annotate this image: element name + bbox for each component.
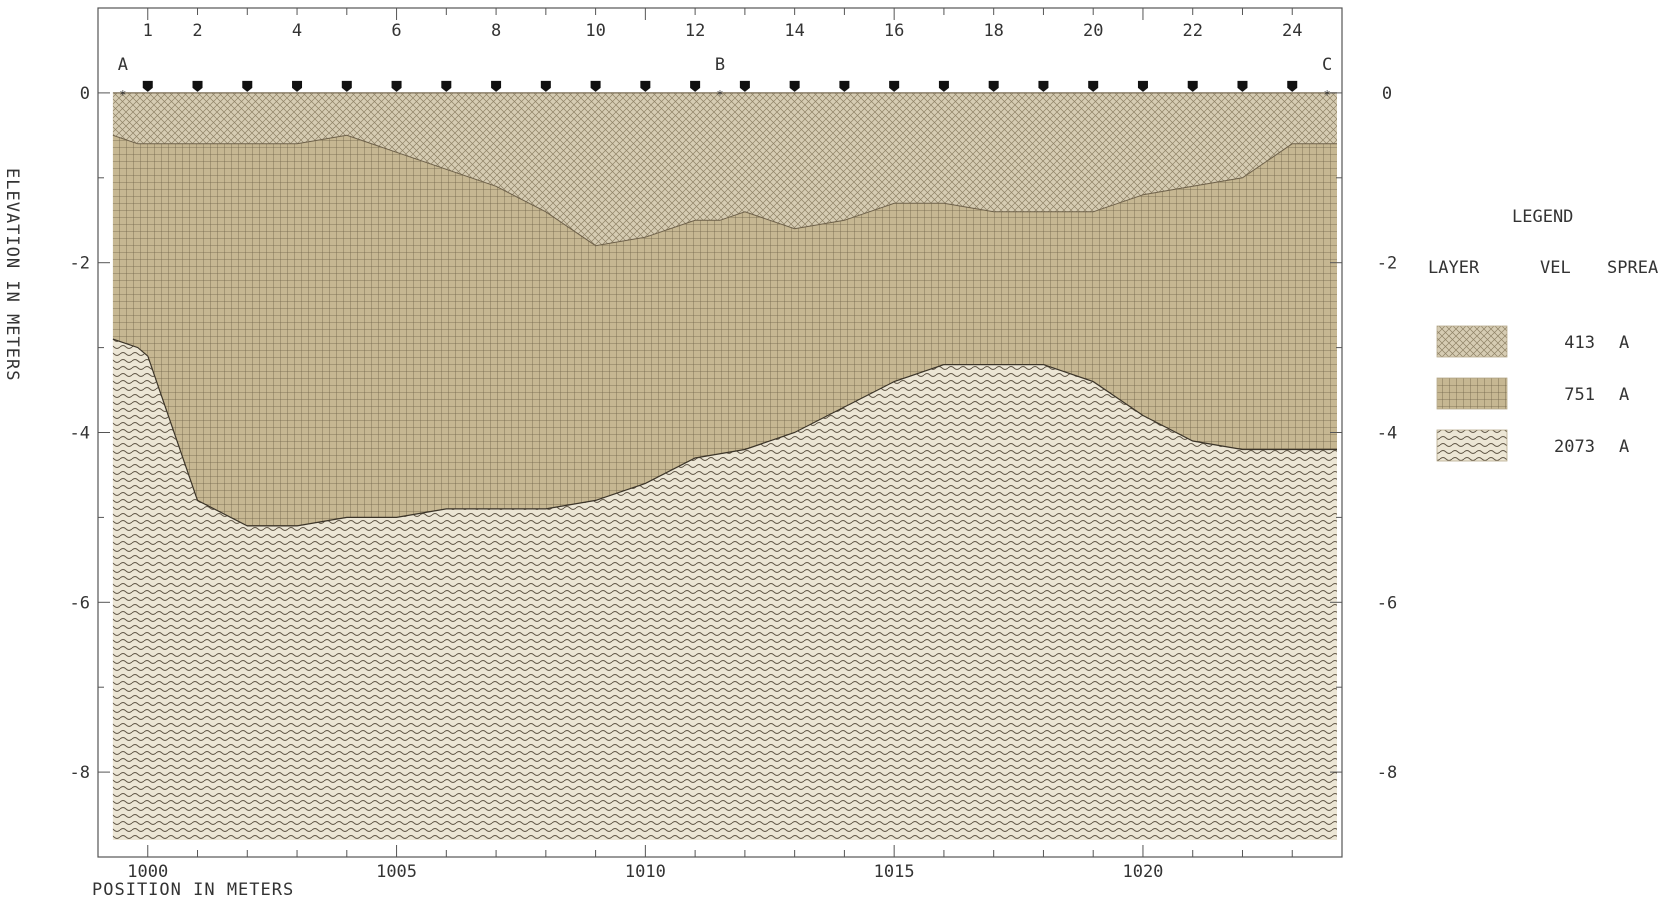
geophone-marker xyxy=(441,80,452,92)
geophone-marker xyxy=(1187,80,1198,92)
geophone-marker xyxy=(938,80,949,92)
shot-point-star: * xyxy=(716,88,723,102)
y-tick-label-right: -2 xyxy=(1377,254,1397,274)
geophone-label: 14 xyxy=(784,21,804,41)
shot-point-label: C xyxy=(1322,55,1332,75)
geophone-marker xyxy=(142,80,153,92)
y-tick-label-right: -8 xyxy=(1377,763,1397,783)
legend-rows: 413 A 751 A 2073 A xyxy=(1436,325,1629,462)
y-tick-label-right: 0 xyxy=(1382,84,1392,104)
shot-point-label: B xyxy=(715,55,725,75)
legend-velocity: 751 xyxy=(1564,385,1595,405)
layer-2-area xyxy=(112,135,1337,526)
geophone-marker xyxy=(540,80,551,92)
geophone-label: 8 xyxy=(491,21,501,41)
y-tick-label-left: -6 xyxy=(70,593,90,613)
geophone-markers: 1 2 4 6 8 10 12 14 16 18 20 22 24 xyxy=(142,21,1302,92)
geophone-label: 16 xyxy=(884,21,904,41)
legend-title: LEGEND xyxy=(1512,207,1573,227)
geophone-marker xyxy=(1287,80,1298,92)
legend-header-spread: SPREA xyxy=(1607,258,1658,278)
legend: LEGEND LAYER VEL SPREA 413 A 751 A 2073 A xyxy=(1428,207,1658,462)
legend-spread: A xyxy=(1619,437,1629,457)
x-tick-label: 1005 xyxy=(376,862,417,882)
legend-spread: A xyxy=(1619,385,1629,405)
geophone-marker xyxy=(242,80,253,92)
y-tick-label-left: -2 xyxy=(70,254,90,274)
interface-2-line xyxy=(112,338,1337,527)
geophone-label: 6 xyxy=(391,21,401,41)
geophone-marker xyxy=(889,80,900,92)
interface-1-line xyxy=(112,134,1337,247)
x-tick-label: 1015 xyxy=(874,862,915,882)
legend-swatch xyxy=(1436,377,1508,410)
geophone-marker xyxy=(1088,80,1099,92)
geophone-label: 10 xyxy=(585,21,605,41)
geophone-label: 1 xyxy=(143,21,153,41)
geophone-label: 12 xyxy=(685,21,705,41)
geophone-marker xyxy=(1137,80,1148,92)
geophone-marker xyxy=(1237,80,1248,92)
x-tick-label: 1020 xyxy=(1122,862,1163,882)
shot-point-label: A xyxy=(118,55,128,75)
y-tick-label-left: 0 xyxy=(80,84,90,104)
legend-velocity: 2073 xyxy=(1554,437,1595,457)
geophone-label: 24 xyxy=(1282,21,1302,41)
legend-swatch xyxy=(1436,429,1508,462)
geophone-marker xyxy=(640,80,651,92)
shot-point-star: * xyxy=(1323,88,1330,102)
geophone-marker xyxy=(690,80,701,92)
geophone-marker xyxy=(839,80,850,92)
geophone-marker xyxy=(1038,80,1049,92)
layer-1-area xyxy=(112,92,1337,246)
geophone-label: 2 xyxy=(192,21,202,41)
geophone-marker xyxy=(341,80,352,92)
layer-areas xyxy=(112,92,1337,840)
x-tick-label: 1010 xyxy=(625,862,666,882)
geophone-label: 22 xyxy=(1182,21,1202,41)
legend-header-vel: VEL xyxy=(1540,258,1571,278)
legend-header-layer: LAYER xyxy=(1428,258,1480,278)
geophone-marker xyxy=(292,80,303,92)
legend-swatch xyxy=(1436,325,1508,358)
legend-spread: A xyxy=(1619,333,1629,353)
y-tick-label-right: -4 xyxy=(1377,424,1397,444)
shot-point-markers: A * B * C * xyxy=(118,55,1332,102)
shot-point-star: * xyxy=(119,88,126,102)
layer-3-area xyxy=(112,339,1337,840)
geophone-marker xyxy=(590,80,601,92)
geophone-marker xyxy=(491,80,502,92)
geophone-marker xyxy=(192,80,203,92)
geophone-label: 18 xyxy=(983,21,1003,41)
y-axis-title: ELEVATION IN METERS xyxy=(2,168,22,381)
geophone-marker xyxy=(988,80,999,92)
y-tick-label-left: -4 xyxy=(70,424,90,444)
geophone-marker xyxy=(789,80,800,92)
y-tick-label-left: -8 xyxy=(70,763,90,783)
geophone-marker xyxy=(391,80,402,92)
geophone-marker xyxy=(739,80,750,92)
x-tick-label: 1000 xyxy=(127,862,168,882)
y-tick-label-right: -6 xyxy=(1377,593,1397,613)
legend-velocity: 413 xyxy=(1564,333,1595,353)
x-axis-title: POSITION IN METERS xyxy=(92,880,294,900)
geophone-label: 20 xyxy=(1083,21,1103,41)
geophone-label: 4 xyxy=(292,21,302,41)
